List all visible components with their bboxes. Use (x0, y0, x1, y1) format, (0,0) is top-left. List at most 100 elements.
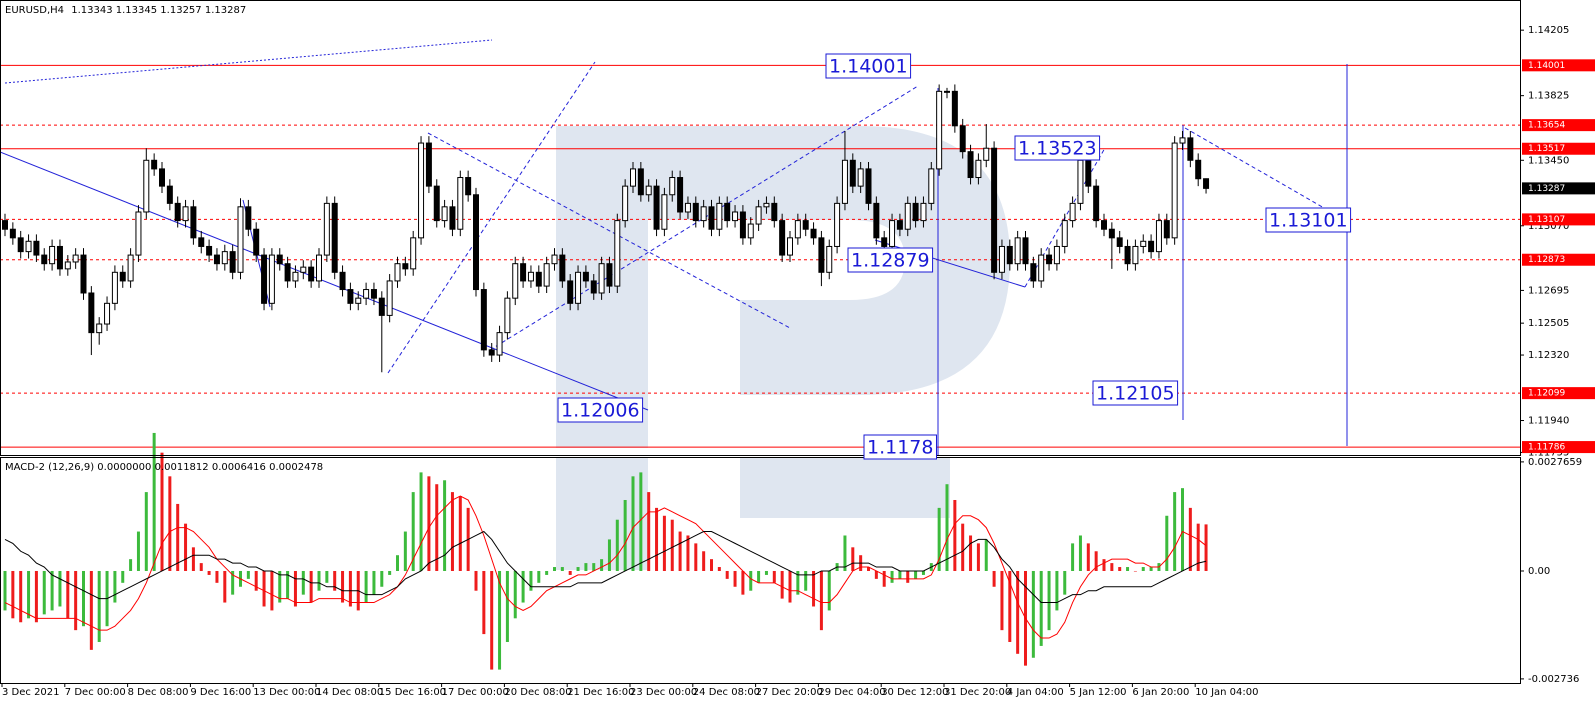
candle-body (198, 237, 205, 247)
candle-body (1163, 220, 1170, 239)
macd-bar (121, 570, 125, 583)
macd-bar (945, 484, 949, 571)
macd-bar (976, 543, 980, 571)
x-tick-label: 23 Dec 00:00 (630, 687, 697, 698)
macd-bar (1008, 570, 1012, 642)
macd-bar (1047, 570, 1051, 631)
macd-bar (741, 570, 745, 595)
candle-body (394, 263, 401, 282)
macd-bar (341, 570, 345, 603)
level-label: 1.13517 (1528, 144, 1565, 154)
candle-body (991, 147, 998, 273)
candle-body (237, 206, 244, 273)
candle-body (661, 194, 668, 230)
current-price-box (1522, 182, 1595, 195)
level-label: 1.14001 (1528, 61, 1565, 71)
candle-body (669, 177, 676, 196)
macd-bar (270, 570, 274, 611)
macd-bar (749, 570, 753, 591)
candle-body (724, 202, 731, 222)
candle-body (119, 271, 126, 282)
macd-line (4, 495, 1207, 639)
candle-body (1046, 254, 1053, 265)
macd-bar (482, 570, 486, 635)
candle-body (567, 280, 574, 304)
candle-body (331, 202, 338, 273)
candle-body (543, 263, 550, 287)
macd-readout: 0.0000000 (97, 462, 151, 473)
macd-bar (702, 551, 706, 571)
macd-bar (333, 570, 337, 591)
candle-body (802, 220, 809, 230)
x-tick-label: 5 Jan 12:00 (1070, 687, 1127, 698)
macd-bar (34, 570, 38, 623)
macd-bar (937, 507, 941, 571)
x-tick-label: 4 Jan 04:00 (1007, 687, 1064, 698)
candle-body (747, 223, 754, 239)
x-tick-label: 14 Dec 08:00 (316, 687, 383, 698)
macd-bar (66, 570, 70, 619)
candle-body (818, 237, 825, 273)
macd-bar (152, 432, 156, 571)
macd-bar (560, 567, 564, 571)
macd-bar (176, 503, 180, 571)
macd-bar (199, 563, 203, 571)
macd-bar (764, 570, 768, 575)
candle-body (763, 202, 770, 208)
macd-bar (450, 492, 454, 571)
macd-bar (50, 570, 54, 611)
candle-body (355, 297, 362, 304)
macd-bar (992, 570, 996, 587)
macd-bar (592, 563, 596, 571)
macd-bar (42, 570, 46, 615)
macd-bar (293, 570, 297, 607)
macd-title: MACD-2 (12,26,9) (5, 462, 94, 473)
level-label: 1.12873 (1528, 255, 1565, 265)
candle-body (221, 251, 228, 265)
candle-body (889, 220, 896, 247)
annotation-box (1092, 380, 1179, 406)
candle-body (276, 254, 283, 265)
candle-body (1030, 263, 1037, 282)
macd-bar (867, 567, 870, 571)
candle-body (779, 220, 786, 256)
x-tick-label: 6 Jan 20:00 (1132, 687, 1189, 698)
macd-bar (521, 570, 525, 603)
candle-body (527, 271, 534, 282)
annotation: 1.13523 (1018, 138, 1097, 160)
candle-body (512, 263, 519, 299)
candle-body (80, 254, 87, 294)
macd-bar (600, 559, 604, 571)
level-label-box (1522, 59, 1595, 72)
macd-line (4, 530, 1207, 604)
macd-bar (246, 570, 250, 579)
macd-bar (1149, 567, 1153, 571)
candle-body (959, 125, 966, 153)
low-readout: 1.13257 (160, 5, 201, 16)
candle-body (810, 228, 817, 239)
candle-body (300, 266, 307, 273)
macd-bar (969, 535, 973, 571)
candle-body (1124, 245, 1131, 265)
candle-body (496, 332, 503, 356)
candle-body (653, 185, 660, 230)
candle-body (166, 185, 173, 204)
candle-body (1116, 237, 1123, 247)
macd-bar (223, 570, 227, 603)
candle-body (17, 237, 24, 253)
macd-bar (505, 570, 509, 642)
level-label-box (1522, 253, 1595, 266)
candle-body (998, 245, 1005, 273)
candle-body (449, 206, 456, 230)
macd-bar (89, 570, 93, 650)
candle-body (614, 220, 621, 287)
macd-bar (58, 570, 62, 607)
header: EURUSD,H4 1.13343 1.13345 1.13257 1.1328… (5, 5, 246, 16)
macd-bar (584, 563, 588, 571)
macd-bar (1181, 488, 1184, 571)
macd-bar (710, 559, 713, 571)
candle-body (1014, 237, 1021, 265)
macd-bar (427, 476, 431, 571)
annotation-box (1265, 207, 1352, 233)
price-panel-frame (0, 0, 1521, 456)
